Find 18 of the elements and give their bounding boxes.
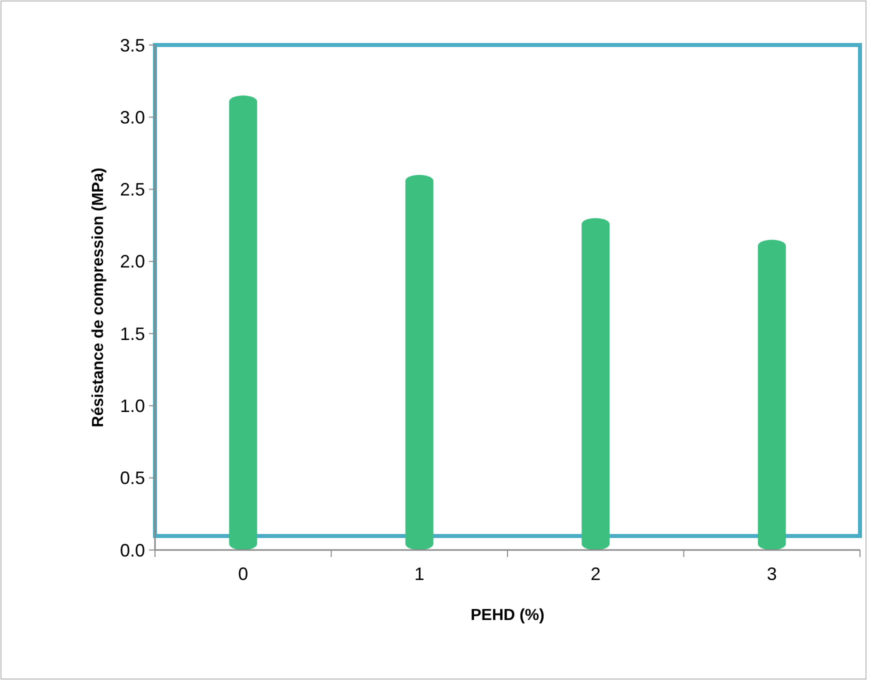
y-axis-title: Résistance de compression (MPa) — [90, 168, 107, 428]
y-tick-label: 0.5 — [120, 468, 145, 488]
y-tick-label: 2.5 — [120, 180, 145, 200]
x-tick-label: 2 — [590, 564, 601, 584]
x-tick-label: 0 — [238, 564, 248, 584]
y-tick-label: 3.5 — [120, 35, 145, 56]
y-tick-label: 3.0 — [120, 107, 145, 128]
bar — [582, 218, 610, 550]
x-tick-label: 3 — [766, 564, 777, 584]
y-tick-label: 0.0 — [120, 540, 145, 560]
y-tick-label: 1.5 — [120, 324, 145, 344]
y-tick-label: 1.0 — [120, 396, 145, 416]
y-tick-label: 2.0 — [120, 252, 145, 272]
bar — [405, 174, 434, 550]
bar — [758, 240, 786, 550]
x-axis-title: PEHD (%) — [470, 607, 544, 624]
bar — [229, 96, 258, 550]
x-tick-label: 1 — [414, 564, 424, 584]
